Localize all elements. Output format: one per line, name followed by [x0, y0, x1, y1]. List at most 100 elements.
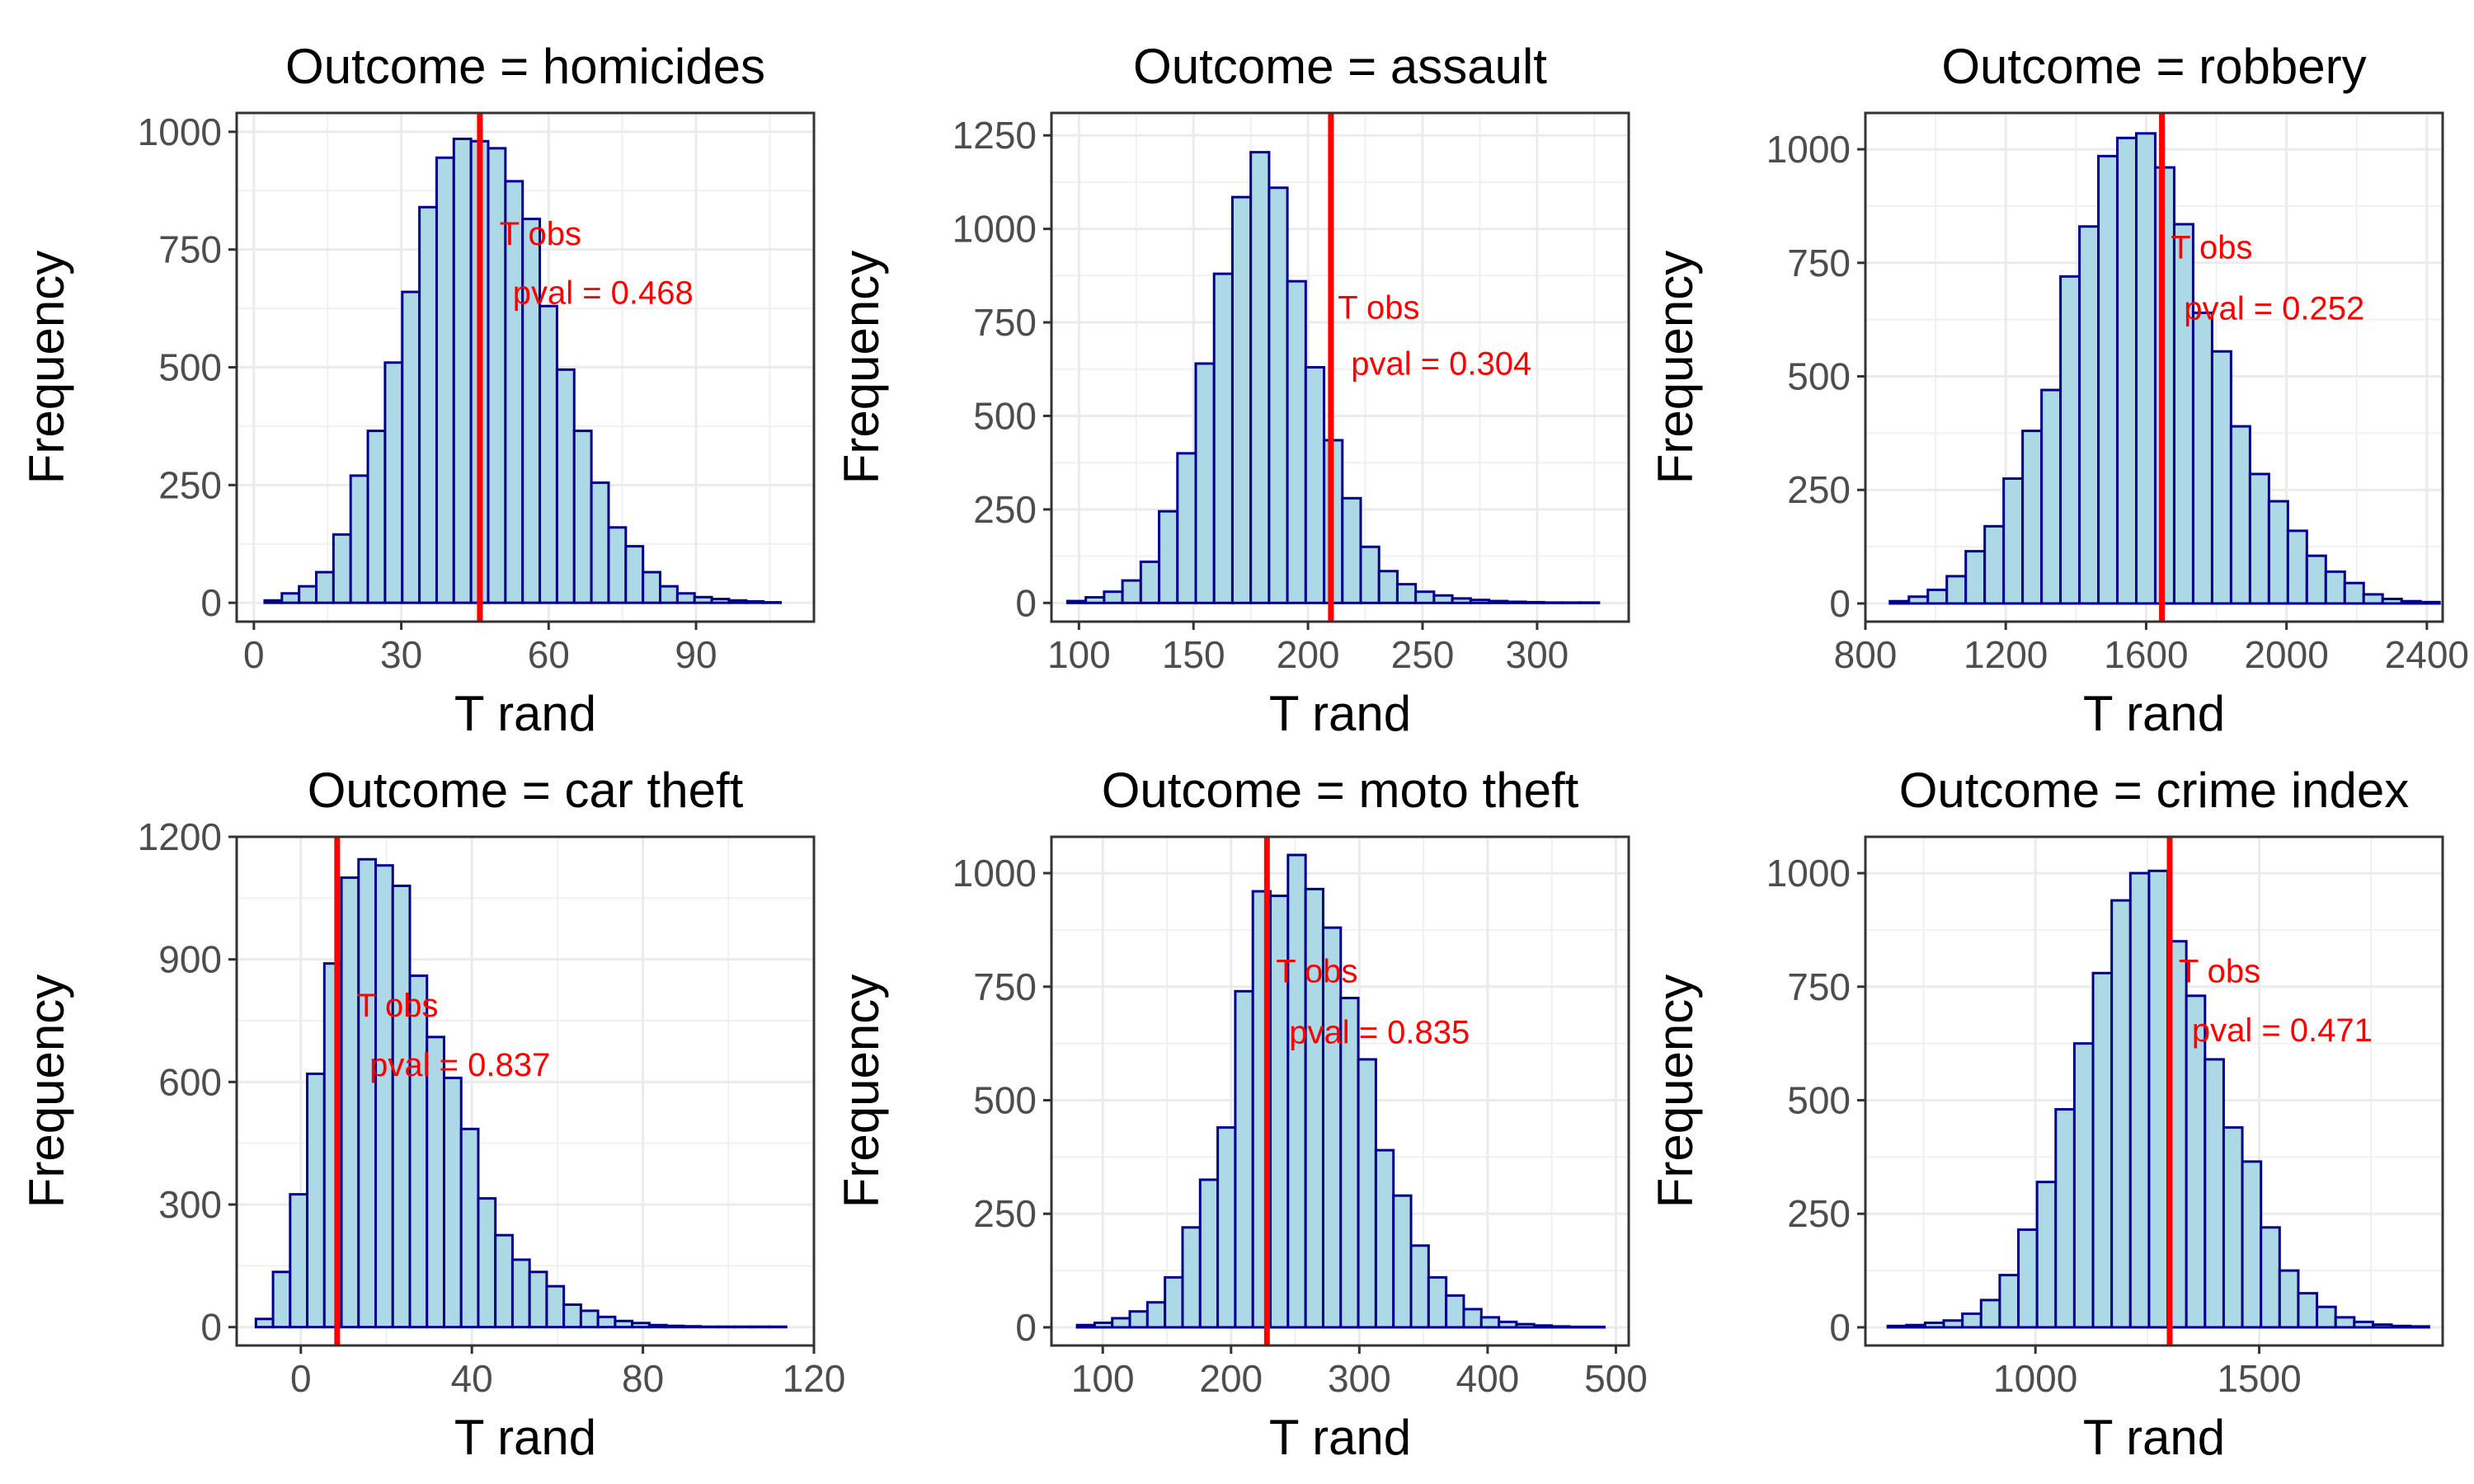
x-axis-label: T rand [454, 686, 596, 741]
x-tick-label: 0 [243, 633, 265, 676]
histogram-bar [2400, 599, 2422, 605]
histogram-bar [1139, 560, 1161, 604]
x-tick-label: 1200 [1964, 633, 2048, 676]
histogram-bar [2305, 554, 2327, 605]
x-tick-label: 1000 [1993, 1357, 2077, 1400]
y-tick-label: 500 [973, 1079, 1037, 1122]
y-tick-label: 250 [973, 488, 1037, 531]
histogram-bar [2035, 1181, 2058, 1329]
histogram-bar [1445, 1294, 1465, 1329]
histogram-bar [1249, 151, 1271, 604]
annotation-pval: pval = 0.468 [513, 275, 694, 311]
plot-area [1051, 113, 1629, 622]
histogram-bar [1357, 1058, 1377, 1329]
histogram-bar [1392, 1194, 1413, 1329]
histogram-bar [555, 368, 576, 604]
histogram-bar [675, 592, 696, 604]
histogram-bar [1145, 1301, 1167, 1329]
x-tick-label: 100 [1047, 633, 1111, 676]
histogram-bar [1341, 496, 1362, 604]
histogram-bar [2204, 1058, 2225, 1329]
plot-area [237, 837, 814, 1345]
histogram-bar [727, 599, 748, 604]
y-tick-label: 0 [200, 581, 222, 624]
histogram-bar [1198, 1178, 1220, 1329]
histogram-bar [607, 526, 628, 604]
histogram-bar [2054, 1108, 2076, 1329]
x-tick-label: 1500 [2217, 1357, 2301, 1400]
x-tick-label: 80 [622, 1357, 664, 1400]
x-tick-label: 1600 [2104, 633, 2188, 676]
y-tick-label: 500 [973, 394, 1037, 437]
histogram-bar [1515, 1322, 1536, 1329]
histogram-bar [1409, 1244, 1430, 1329]
histogram-bar [510, 1258, 531, 1329]
y-tick-label: 0 [1015, 581, 1037, 624]
histogram-bar [1176, 452, 1197, 604]
histogram-bar [1488, 599, 1509, 604]
histogram-bar [539, 304, 558, 604]
chart-title: Outcome = homicides [285, 39, 765, 94]
y-tick-label: 1000 [952, 208, 1037, 251]
histogram-bar [2191, 311, 2213, 605]
y-axis-label: Frequency [1648, 974, 1703, 1208]
y-tick-label: 750 [158, 228, 222, 271]
histogram-bar [2002, 477, 2025, 605]
x-tick-label: 100 [1071, 1357, 1135, 1400]
chart-title: Outcome = crime index [1899, 763, 2410, 818]
histogram-bar [357, 857, 378, 1329]
y-tick-label: 250 [973, 1192, 1037, 1235]
histogram-bar [1945, 575, 1968, 605]
plot-border [235, 835, 816, 1347]
histogram-bar [2286, 529, 2308, 605]
histogram-bar [2334, 1316, 2356, 1329]
x-axis-label: T rand [2083, 1410, 2225, 1465]
histogram-bar [665, 1324, 685, 1329]
plot-border [1864, 835, 2444, 1347]
histogram-bar [1194, 362, 1216, 604]
histogram-bar [366, 430, 387, 604]
x-tick-label: 90 [675, 633, 717, 676]
histogram-bar [1907, 595, 1930, 605]
histogram-bar [2172, 223, 2194, 605]
y-tick-label: 1000 [1766, 128, 1851, 171]
histogram-bar [1234, 989, 1254, 1329]
y-tick-label: 500 [1787, 355, 1851, 398]
histogram-bar [315, 571, 335, 604]
histogram-bar [1432, 594, 1454, 604]
annotation-label: T obs [500, 216, 581, 252]
histogram-bar [2297, 1292, 2319, 1329]
histogram-bar [579, 1309, 600, 1329]
histogram-bar [2078, 225, 2100, 605]
histogram-bar [642, 571, 662, 604]
histogram-bar [590, 481, 610, 604]
histogram-bar [2371, 1323, 2393, 1329]
x-tick-label: 300 [1506, 633, 1569, 676]
chart-title: Outcome = robbery [1941, 39, 2366, 94]
y-tick-label: 300 [158, 1183, 222, 1226]
histogram-bar [1286, 279, 1307, 604]
x-tick-label: 150 [1162, 633, 1225, 676]
x-tick-label: 2400 [2385, 633, 2469, 676]
histogram-bar [1451, 597, 1472, 604]
histogram-bar [1469, 599, 1491, 604]
histogram-bar [1084, 596, 1106, 604]
histogram-bar [1942, 1319, 1964, 1329]
panel-6: T obs pval = 0.471 1000 1500 0 250 500 750 1000 O… [1648, 763, 2444, 1465]
x-axis-label: T rand [1269, 1410, 1411, 1465]
histogram-bar [1181, 1226, 1202, 1329]
histogram-bar [1374, 1148, 1395, 1329]
histogram-bar [1395, 583, 1418, 604]
histogram-bar [2419, 600, 2441, 605]
histogram-bar [2135, 132, 2157, 605]
histogram-bar [1979, 1298, 2001, 1329]
histogram-bar [1926, 588, 1949, 605]
histogram-bar [2267, 500, 2289, 605]
annotation-label: T obs [1276, 953, 1357, 989]
histogram-bar [1532, 1324, 1554, 1329]
panel-1: T obs pval = 0.468 0 30 60 90 0 250 500 750 1000 Ou… [19, 39, 816, 741]
annotation-pval: pval = 0.835 [1289, 1015, 1470, 1051]
x-tick-label: 800 [1834, 633, 1898, 676]
